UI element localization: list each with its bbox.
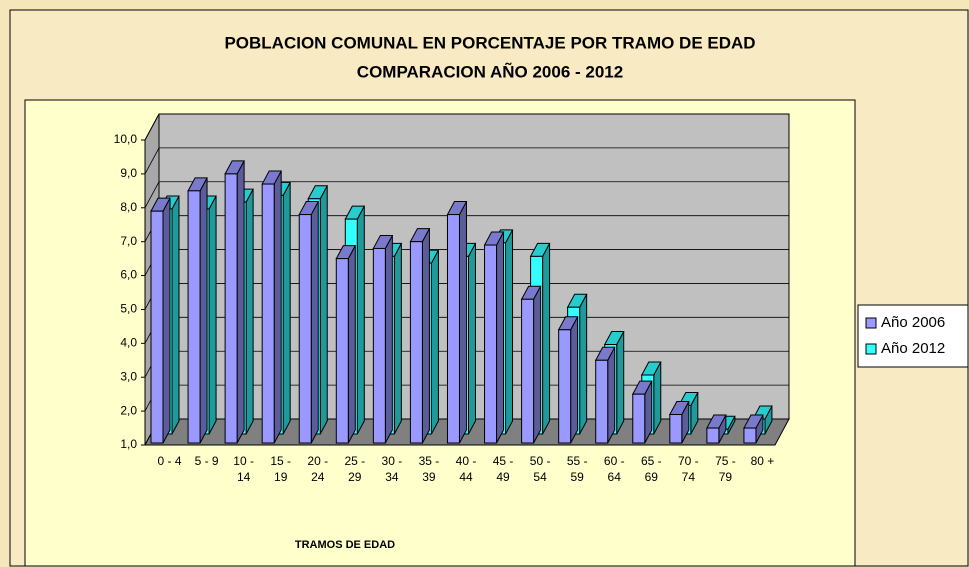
bar-side xyxy=(616,331,625,435)
legend-label: Año 2012 xyxy=(881,340,945,357)
bar-side xyxy=(245,188,254,435)
legend-swatch xyxy=(865,343,877,355)
bar xyxy=(372,247,386,444)
chart-title: POBLACION COMUNAL EN PORCENTAJE POR TRAM… xyxy=(224,33,755,52)
x-tick-label: 35 - 39 xyxy=(418,454,440,484)
legend-swatch xyxy=(865,317,877,329)
bar-side xyxy=(282,182,291,435)
bar-side xyxy=(467,243,476,435)
y-tick-label: 7,0 xyxy=(120,234,137,248)
bar xyxy=(187,190,201,444)
grid-line xyxy=(144,147,789,175)
x-tick-label: 25 - 29 xyxy=(344,454,366,484)
x-tick-label: 10 - 14 xyxy=(233,454,254,484)
grid-line xyxy=(144,181,789,208)
y-tick-label: 2,0 xyxy=(120,403,137,417)
grid-line xyxy=(144,113,789,141)
chart-subtitle: COMPARACION AÑO 2006 - 2012 xyxy=(357,61,623,81)
x-tick-label: 80 + xyxy=(750,454,775,468)
y-tick-label: 6,0 xyxy=(120,268,137,282)
bar-side xyxy=(347,245,356,444)
bar-side xyxy=(393,243,402,435)
x-tick-label: 50 - 54 xyxy=(529,454,551,484)
bar xyxy=(224,173,238,444)
bar-side xyxy=(579,293,588,435)
x-tick-label: 60 - 64 xyxy=(603,454,625,484)
x-tick-label: 45 - 49 xyxy=(492,454,514,484)
y-tick-label: 9,0 xyxy=(120,166,137,180)
bar-side xyxy=(356,205,365,435)
bar xyxy=(261,183,275,444)
legend-label: Año 2006 xyxy=(881,314,945,331)
y-tick-label: 3,0 xyxy=(120,369,137,383)
legend xyxy=(857,304,969,368)
bar-side xyxy=(533,286,542,444)
bar-side xyxy=(384,235,393,444)
y-tick-label: 5,0 xyxy=(120,302,137,316)
x-tick-label: 55 - 59 xyxy=(566,454,588,484)
bar-side xyxy=(607,347,616,444)
bar xyxy=(595,359,609,444)
bar-side xyxy=(236,160,245,444)
bar-side xyxy=(458,201,467,444)
x-tick-label: 20 - 24 xyxy=(307,454,329,484)
bar-side xyxy=(171,195,180,435)
bar xyxy=(409,241,423,444)
y-tick-label: 4,0 xyxy=(120,336,137,350)
x-tick-label: 30 - 34 xyxy=(381,454,403,484)
bar-side xyxy=(319,185,328,435)
bar-side xyxy=(496,231,505,444)
x-tick-label: 40 - 44 xyxy=(455,454,477,484)
bar-side xyxy=(421,228,430,444)
y-tick-label: 10,0 xyxy=(114,132,138,146)
x-tick-label: 5 - 9 xyxy=(194,454,219,468)
bar xyxy=(558,329,572,444)
bar xyxy=(335,258,349,444)
bar-side xyxy=(505,229,514,435)
bar xyxy=(484,244,498,444)
x-tick-label: 65 - 69 xyxy=(640,454,662,484)
bar xyxy=(632,393,646,444)
bar xyxy=(669,414,683,444)
y-tick-label: 8,0 xyxy=(120,200,137,214)
bar xyxy=(521,298,535,444)
bar-side xyxy=(310,201,319,444)
bar-side xyxy=(162,197,171,444)
bar xyxy=(446,214,460,444)
x-tick-label: 70 - 74 xyxy=(678,454,699,484)
x-tick-label: 15 - 19 xyxy=(270,454,292,484)
bar xyxy=(706,427,720,444)
x-tick-label: 0 - 4 xyxy=(157,454,182,468)
bar-side xyxy=(208,195,217,435)
x-axis-label: TRAMOS DE EDAD xyxy=(295,539,395,551)
bar-side xyxy=(199,177,208,444)
bar-side xyxy=(430,249,439,435)
bar xyxy=(150,210,164,444)
bar xyxy=(298,214,312,444)
bar-side xyxy=(273,170,282,444)
x-tick-label: 75 - 79 xyxy=(715,454,736,484)
bar-side xyxy=(542,243,551,435)
bar-side xyxy=(570,316,579,444)
y-tick-label: 1,0 xyxy=(120,437,137,451)
bar xyxy=(743,427,757,444)
